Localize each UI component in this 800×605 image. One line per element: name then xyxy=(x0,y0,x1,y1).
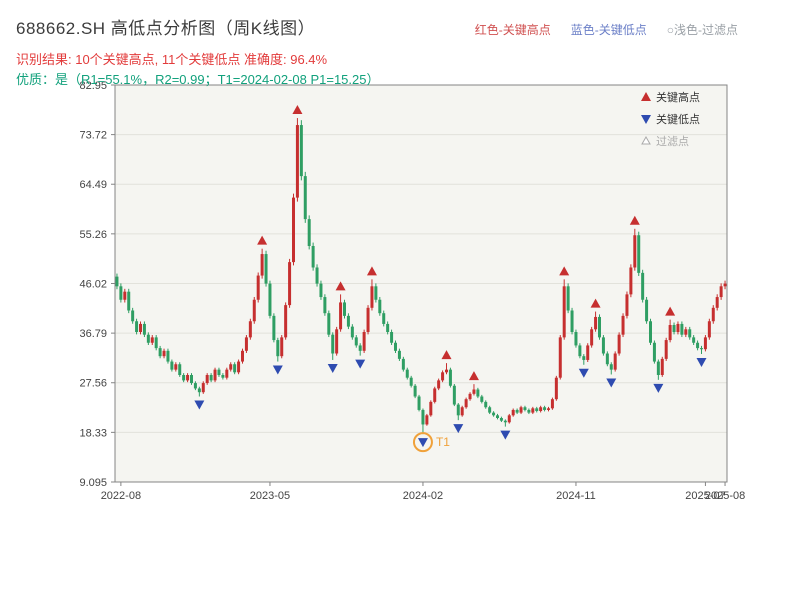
y-axis-labels: 9.095 18.33 27.56 36.79 46.02 55.26 64.49 73.72… xyxy=(79,80,115,489)
t1-circle xyxy=(412,432,433,453)
svg-text:2024-02: 2024-02 xyxy=(403,490,443,502)
svg-text:27.56: 27.56 xyxy=(79,378,107,390)
t1-label: T1 xyxy=(436,435,450,449)
svg-text:2023-05: 2023-05 xyxy=(250,490,290,502)
t1-annotation: T1 xyxy=(412,432,450,453)
candles xyxy=(115,118,727,435)
svg-text:73.72: 73.72 xyxy=(79,130,107,142)
svg-text:46.02: 46.02 xyxy=(79,279,107,291)
legend-filtered-label: ○浅色-过滤点 xyxy=(666,23,738,37)
svg-text:2022-08: 2022-08 xyxy=(101,490,141,502)
svg-text:2025-07: 2025-07 xyxy=(685,490,725,502)
svg-text:关键低点: 关键低点 xyxy=(656,112,700,126)
svg-text:2025-08: 2025-08 xyxy=(705,490,745,502)
x-axis-labels: 2022-08 2023-05 2024-02 2024-11 2025-072025-… xyxy=(101,482,745,502)
svg-text:2024-11: 2024-11 xyxy=(556,490,596,502)
svg-text:55.26: 55.26 xyxy=(79,229,107,241)
svg-text:过滤点: 过滤点 xyxy=(656,135,689,148)
legend-key-high-label: 红色-关键高点 xyxy=(474,23,551,37)
svg-text:36.79: 36.79 xyxy=(79,328,107,340)
svg-text:18.33: 18.33 xyxy=(79,427,107,439)
quality-text: 优质：是（R1=55.1%，R2=0.99；T1=2024-02-08 P1=1… xyxy=(16,72,380,87)
plot-border xyxy=(114,84,728,483)
page-title: 688662.SH 高低点分析图（周K线图） xyxy=(16,19,316,38)
legend-key-low-label: 蓝色-关键低点 xyxy=(570,23,647,37)
svg-text:关键高点: 关键高点 xyxy=(656,90,700,104)
key-high-markers xyxy=(257,105,676,381)
svg-text:9.095: 9.095 xyxy=(79,477,107,489)
key-low-markers xyxy=(194,358,707,448)
svg-text:64.49: 64.49 xyxy=(79,179,107,191)
recognition-result-text: 识别结果: 10个关键高点, 11个关键低点 准确度: 96.4% xyxy=(16,52,328,67)
svg-text:82.95: 82.95 xyxy=(79,80,107,92)
top-legend: 红色-关键高点 蓝色-关键低点 ○浅色-过滤点 xyxy=(475,21,738,38)
